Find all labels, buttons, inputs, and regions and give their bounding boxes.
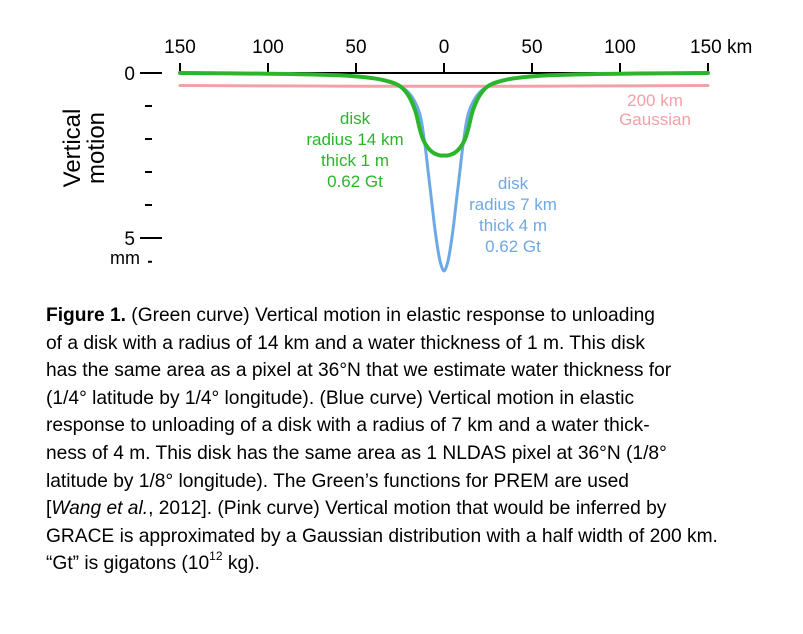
blue-curve-annotation: 0.62 Gt (485, 237, 541, 256)
pink-curve-annotation: 200 km (627, 91, 683, 110)
green-curve (178, 71, 710, 158)
caption-line-6: ness of 4 m. This disk has the same area… (46, 442, 667, 464)
blue-curve-annotation: radius 7 km (469, 195, 557, 214)
caption-line-4: (1/4° latitude by 1/4° longitude). (Blue… (46, 387, 635, 409)
caption-line-2: of a disk with a radius of 14 km and a w… (46, 332, 645, 354)
y-tick-label: 0 (124, 64, 135, 85)
x-tick-label: 150 km (690, 37, 752, 58)
pink-curve-annotation: Gaussian (619, 110, 691, 129)
green-curve-annotation: radius 14 km (306, 130, 403, 149)
blue-curve-annotation: disk (498, 174, 529, 193)
y-axis-title-line-2: motion (83, 112, 110, 184)
green-curve-annotation: thick 1 m (321, 151, 389, 170)
figure-caption: Figure 1. (Green curve) Vertical motion … (46, 302, 786, 578)
x-tick-label: 100 (252, 37, 284, 58)
pink-curve (178, 84, 710, 88)
caption-text: (Green curve) Vertical motion in elastic… (125, 305, 655, 326)
caption-gt-text: “Gt” is gigatons (10 (46, 553, 210, 575)
caption-exponent: 12 (209, 549, 223, 564)
x-tick-label: 150 (164, 37, 196, 58)
chart-annotations: disk radius 14 km thick 1 m 0.62 Gt disk radi… (306, 91, 691, 256)
chart-series-layer (178, 71, 710, 273)
blue-curve-annotation: thick 4 m (479, 216, 547, 235)
green-curve-annotation: disk (340, 109, 371, 128)
caption-line-3: has the same area as a pixel at 36°N tha… (46, 360, 672, 382)
caption-citation-rest: , 2012]. (Pink curve) Vertical motion th… (148, 498, 667, 520)
x-tick-label: 50 (521, 37, 542, 58)
caption-line-1: Figure 1. (Green curve) Vertical motion … (46, 302, 786, 330)
x-tick-label: 50 (345, 37, 366, 58)
caption-line-5: response to unloading of a disk with a r… (46, 415, 650, 437)
y-tick-label: 5 (124, 229, 135, 250)
caption-citation-authors: Wang et al. (51, 498, 149, 520)
caption-kg-text: kg). (222, 553, 260, 575)
caption-line-10: “Gt” is gigatons (1012 kg). (46, 550, 786, 578)
caption-citation-open: [ (46, 498, 52, 520)
green-curve-annotation: 0.62 Gt (327, 172, 383, 191)
x-tick-label: 0 (439, 37, 450, 58)
y-axis-title-line-1: Vertical (59, 109, 86, 188)
caption-figure-label: Figure 1. (46, 305, 126, 326)
caption-line-8: [Wang et al., 2012]. (Pink curve) Vertic… (46, 495, 786, 523)
y-unit-label: mm (110, 248, 140, 268)
x-tick-label: 100 (604, 37, 636, 58)
caption-line-9: GRACE is approximated by a Gaussian dist… (46, 525, 718, 547)
caption-line-7: latitude by 1/8° longitude). The Green’s… (46, 470, 629, 492)
